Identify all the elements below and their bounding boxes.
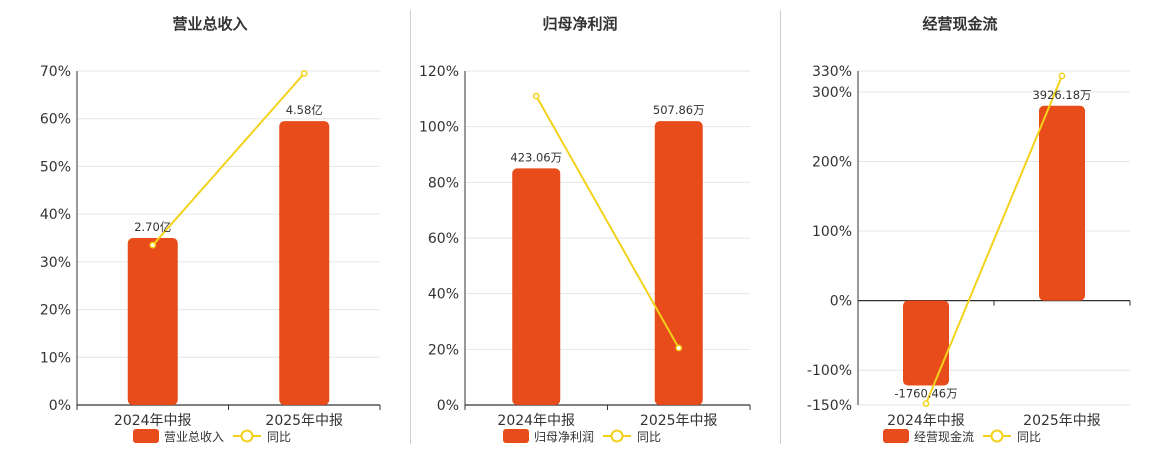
x-tick-label: 2024年中报 <box>497 413 575 429</box>
bar <box>127 238 178 405</box>
y-tick-label: 330% <box>812 64 852 80</box>
y-tick-label: 50% <box>40 159 71 175</box>
bar <box>1039 105 1085 301</box>
line-point <box>300 70 308 77</box>
x-tick-label: 2024年中报 <box>114 413 192 429</box>
y-tick-label: 80% <box>428 175 459 191</box>
series-line <box>535 95 680 349</box>
legend-label: 同比 <box>637 430 661 444</box>
series-line <box>925 75 1063 404</box>
x-tick-label: 2025年中报 <box>265 413 343 429</box>
legend-swatch-bar <box>133 429 159 443</box>
line-point <box>532 92 540 100</box>
y-tick-label: 60% <box>40 112 71 128</box>
line-point <box>922 400 930 407</box>
y-tick-label: 30% <box>40 255 71 271</box>
y-tick-label: 100% <box>419 120 459 136</box>
y-tick-label: 0% <box>437 398 459 414</box>
y-tick-label: 0% <box>49 398 71 414</box>
y-tick-label: 40% <box>428 287 459 303</box>
panel-divider <box>410 10 411 444</box>
legend-swatch-marker <box>240 429 254 443</box>
y-tick-label: 100% <box>812 224 852 240</box>
y-tick-label: 60% <box>428 231 459 247</box>
legend-label: 同比 <box>1017 430 1041 444</box>
y-tick-label: -100% <box>807 363 852 379</box>
legend-swatch-marker <box>990 429 1004 443</box>
legend-swatch-marker <box>610 429 624 443</box>
bar <box>512 168 561 405</box>
legend-label: 同比 <box>267 430 291 444</box>
chart-title: 归母净利润 <box>542 15 617 33</box>
data-label: 423.06万 <box>510 150 562 164</box>
line-point <box>675 344 683 352</box>
x-tick-label: 2024年中报 <box>887 413 965 429</box>
y-tick-label: 200% <box>812 154 852 170</box>
legend-label: 归母净利润 <box>534 430 594 444</box>
bar <box>654 121 703 405</box>
bar <box>903 300 949 386</box>
y-tick-label: 20% <box>428 342 459 358</box>
data-label: 4.58亿 <box>286 103 323 117</box>
chart-title: 营业总收入 <box>172 15 247 33</box>
y-tick-label: 0% <box>830 294 852 310</box>
legend-swatch-bar <box>503 429 529 443</box>
line-point <box>1058 72 1066 80</box>
y-tick-label: 300% <box>812 85 852 101</box>
data-label: 3926.18万 <box>1032 88 1091 102</box>
series-line <box>152 72 305 246</box>
panel-divider <box>780 10 781 444</box>
y-tick-label: -150% <box>807 398 852 414</box>
chart-title: 经营现金流 <box>922 15 997 33</box>
y-tick-label: 70% <box>40 64 71 80</box>
legend-label: 营业总收入 <box>164 430 224 444</box>
y-tick-label: 120% <box>419 64 459 80</box>
data-label: 2.70亿 <box>134 220 171 234</box>
data-label: 507.86万 <box>653 103 705 117</box>
x-tick-label: 2025年中报 <box>1023 413 1101 429</box>
data-label: -1760.46万 <box>894 387 957 401</box>
legend-label: 经营现金流 <box>914 429 974 444</box>
y-tick-label: 40% <box>40 207 71 223</box>
y-tick-label: 10% <box>40 350 71 366</box>
bar <box>279 121 330 405</box>
legend-swatch-bar <box>883 429 909 443</box>
line-point <box>149 241 157 249</box>
y-tick-label: 20% <box>40 303 71 319</box>
x-tick-label: 2025年中报 <box>640 413 718 429</box>
